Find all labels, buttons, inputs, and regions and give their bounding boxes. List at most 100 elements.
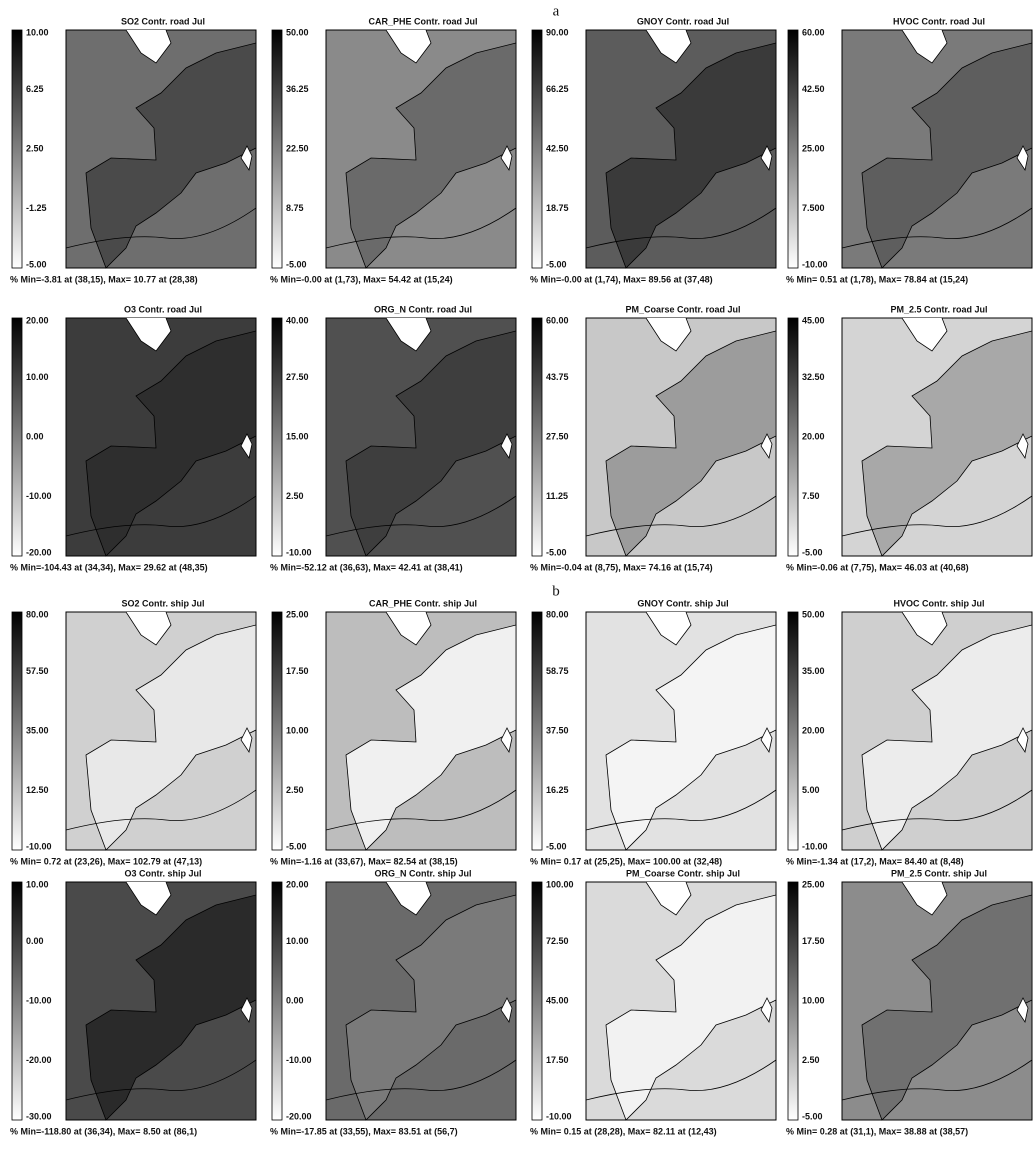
colorbar-label: 11.25: [546, 491, 568, 501]
page: {"section_labels": ["a", "b"], "panels":…: [0, 0, 1035, 1151]
panel-title: PM_2.5 Contr. road Jul: [890, 304, 987, 314]
colorbar-label: 25.00: [802, 143, 825, 153]
panel-title: HVOC Contr. road Jul: [893, 16, 985, 26]
colorbar-label: 2.50: [286, 491, 304, 501]
colorbar-label: 17.50: [802, 936, 825, 946]
panel-footer: % Min=-1.16 at (33,67), Max= 82.54 at (3…: [270, 856, 458, 866]
colorbar: [272, 30, 282, 268]
colorbar-label: 10.00: [26, 27, 49, 37]
colorbar-label: 20.00: [26, 315, 49, 325]
colorbar-label: 20.00: [802, 431, 825, 441]
colorbar-label: -10.00: [546, 1111, 572, 1121]
colorbar-label: 2.50: [286, 785, 304, 795]
colorbar-label: 32.50: [802, 372, 825, 382]
panel-footer: % Min= 0.51 at (1,78), Max= 78.84 at (15…: [786, 274, 968, 284]
colorbar-label: 10.00: [286, 725, 309, 735]
colorbar-label: 60.00: [802, 27, 825, 37]
colorbar-label: 16.25: [546, 785, 569, 795]
panel-footer: % Min=-0.04 at (8,75), Max= 74.16 at (15…: [530, 562, 713, 572]
colorbar-label: 35.00: [26, 725, 49, 735]
panel-title: SO2 Contr. road Jul: [121, 16, 205, 26]
colorbar-label: 45.00: [546, 995, 569, 1005]
panel: PM_2.5 Contr. road Jul 45.00 32.50 20.00 7.5…: [786, 304, 1032, 572]
colorbar: [532, 612, 542, 850]
colorbar-label: 7.50: [802, 491, 820, 501]
panel-footer: % Min= 0.28 at (31,1), Max= 38.88 at (38…: [786, 1126, 968, 1136]
colorbar-label: 58.75: [546, 666, 569, 676]
colorbar-label: 90.00: [546, 27, 569, 37]
colorbar-label: 15.00: [286, 431, 309, 441]
colorbar-label: -10.00: [802, 841, 828, 851]
panel-title: ORG_N Contr. ship Jul: [374, 868, 471, 878]
colorbar-label: 50.00: [802, 609, 825, 619]
colorbar-label: -10.00: [26, 995, 52, 1005]
panel-footer: % Min=-0.00 at (1,74), Max= 89.56 at (37…: [530, 274, 713, 284]
colorbar-label: 42.50: [802, 84, 825, 94]
colorbar-label: 60.00: [546, 315, 569, 325]
colorbar-label: 0.00: [26, 431, 44, 441]
panel: HVOC Contr. ship Jul 50.00 35.00 20.00 5.00 -…: [786, 598, 1032, 866]
panel-title: HVOC Contr. ship Jul: [893, 598, 984, 608]
colorbar: [12, 30, 22, 268]
colorbar-label: -5.00: [546, 259, 567, 269]
colorbar-label: 45.00: [802, 315, 825, 325]
panel-footer: % Min=-3.81 at (38,15), Max= 10.77 at (2…: [10, 274, 198, 284]
colorbar: [272, 882, 282, 1120]
colorbar-label: -10.00: [802, 259, 828, 269]
panel-footer: % Min= 0.17 at (25,25), Max= 100.00 at (…: [530, 856, 722, 866]
colorbar-label: -20.00: [286, 1111, 312, 1121]
panel-title: GNOY Contr. ship Jul: [637, 598, 728, 608]
colorbar-label: 17.50: [546, 1055, 569, 1065]
colorbar-label: 10.00: [286, 936, 309, 946]
colorbar-label: 18.75: [546, 203, 569, 213]
colorbar: [532, 882, 542, 1120]
colorbar-label: 57.50: [26, 666, 49, 676]
colorbar-label: 2.50: [26, 143, 44, 153]
colorbar-label: 20.00: [802, 725, 825, 735]
colorbar-label: 25.00: [286, 609, 309, 619]
panel: CAR_PHE Contr. road Jul50.0036.2522.508.…: [270, 16, 516, 284]
panel-footer: % Min=-118.80 at (36,34), Max= 8.50 at (…: [10, 1126, 197, 1136]
section-label: b: [552, 583, 560, 599]
panel-title: CAR_PHE Contr. ship Jul: [369, 598, 477, 608]
colorbar-label: 12.50: [26, 785, 49, 795]
panel-footer: % Min=-1.34 at (17,2), Max= 84.40 at (8,…: [786, 856, 964, 866]
panel: SO2 Contr. road Jul10.006.252.50-1.25-5.…: [10, 16, 256, 284]
panel: PM_Coarse Contr. ship Jul100.0072.5045.0…: [530, 868, 776, 1136]
colorbar-label: -1.25: [26, 203, 47, 213]
panel-footer: % Min=-0.06 at (7,75), Max= 46.03 at (40…: [786, 562, 969, 572]
colorbar: [12, 318, 22, 556]
colorbar-label: 5.00: [802, 785, 820, 795]
panel-title: PM_Coarse Contr. road Jul: [625, 304, 740, 314]
colorbar-label: -10.00: [286, 1055, 312, 1065]
colorbar-label: 0.00: [26, 936, 44, 946]
colorbar: [532, 318, 542, 556]
colorbar-label: -10.00: [26, 491, 52, 501]
colorbar-label: 80.00: [546, 609, 569, 619]
colorbar-label: 10.00: [26, 879, 49, 889]
panel: ORG_N Contr. ship Jul20.0010.000.00-10.0…: [270, 868, 516, 1136]
colorbar-label: 17.50: [286, 666, 309, 676]
colorbar-label: 66.25: [546, 84, 569, 94]
panel: HVOC Contr. road Jul 60.00 42.50 25.00 7.500…: [786, 16, 1032, 284]
panel-title: O3 Contr. ship Jul: [124, 868, 201, 878]
colorbar-label: 7.500: [802, 203, 825, 213]
panel: CAR_PHE Contr. ship Jul 25.00 17.50 10.00 2.…: [270, 598, 516, 866]
panel: GNOY Contr. ship Jul 80.00 58.75 37.50 16.25…: [530, 598, 776, 866]
panel-title: O3 Contr. road Jul: [124, 304, 202, 314]
panel: PM_Coarse Contr. road Jul60.0043.7527.50…: [530, 304, 776, 572]
colorbar-label: 43.75: [546, 372, 569, 382]
panel-footer: % Min= 0.15 at (28,28), Max= 82.11 at (1…: [530, 1126, 717, 1136]
colorbar-label: 10.00: [802, 995, 825, 1005]
panel-title: PM_Coarse Contr. ship Jul: [626, 868, 740, 878]
colorbar-label: -20.00: [26, 547, 52, 557]
colorbar-label: 35.00: [802, 666, 825, 676]
panel-title: ORG_N Contr. road Jul: [374, 304, 472, 314]
panel-title: CAR_PHE Contr. road Jul: [368, 16, 477, 26]
colorbar-label: 8.75: [286, 203, 304, 213]
panel-title: GNOY Contr. road Jul: [637, 16, 729, 26]
panel-title: SO2 Contr. ship Jul: [121, 598, 204, 608]
colorbar: [788, 30, 798, 268]
colorbar-label: 37.50: [546, 725, 569, 735]
colorbar-label: 20.00: [286, 879, 309, 889]
